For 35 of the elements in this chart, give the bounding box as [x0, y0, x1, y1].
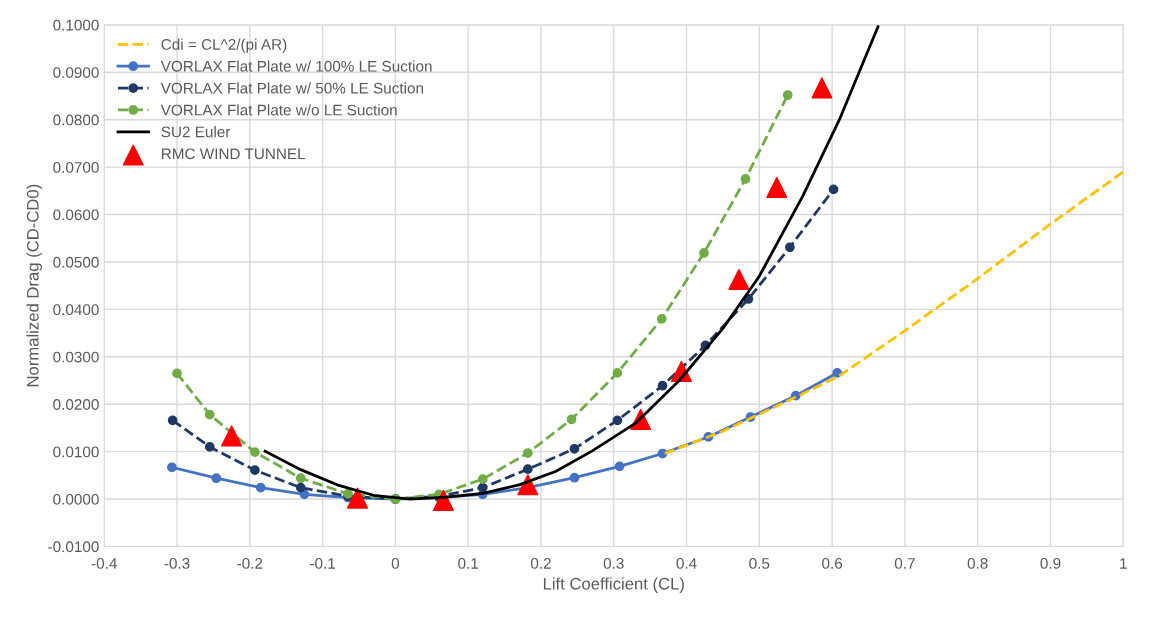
x-tick-label: 0.9 [1040, 557, 1061, 569]
x-tick-label: 0.6 [822, 557, 843, 569]
y-tick-label: 0.0800 [53, 114, 99, 126]
y-tick-label: 0.0500 [53, 256, 99, 268]
x-tick-label: 0 [391, 557, 400, 569]
legend-label: Cdi = CL^2/(pi AR) [161, 38, 287, 53]
x-tick-label: -0.2 [237, 557, 263, 569]
x-tick-label: 0.5 [749, 557, 770, 569]
x-tick-label: 0.7 [894, 557, 915, 569]
legend-label: VORLAX Flat Plate w/o LE Suction [160, 104, 397, 116]
legend-label: SU2 Euler [161, 126, 231, 138]
x-tick-label: 0.1 [458, 557, 479, 569]
y-tick-label: 0.0100 [53, 446, 99, 458]
y-tick-label: -0.0100 [48, 541, 99, 553]
legend-label: RMC WIND TUNNEL [162, 148, 306, 160]
x-tick-label: 0.8 [967, 557, 988, 569]
y-tick-label: 0.0300 [53, 351, 99, 363]
x-tick-label: 0.4 [676, 557, 697, 569]
x-tick-label: -0.1 [310, 557, 335, 569]
x-axis-title: Lift Coefficient (CL) [543, 577, 684, 593]
legend-label: VORLAX Flat Plate w/ 100% LE Suction [160, 60, 432, 72]
y-tick-label: 0.0700 [53, 161, 99, 173]
legend-label: VORLAX Flat Plate w/ 50% LE Suction [160, 82, 423, 94]
x-tick-label: -0.3 [164, 557, 190, 569]
y-tick-label: 0.0400 [53, 304, 99, 316]
x-tick-label: 1 [1120, 558, 1127, 569]
y-axis-title: Normalized Drag (CD-CD0) [26, 184, 42, 387]
y-tick-label: 0.1000 [53, 19, 99, 31]
y-tick-label: 0.0200 [53, 399, 99, 410]
x-tick-label: 0.3 [603, 557, 624, 569]
x-tick-label: -0.4 [91, 557, 117, 569]
y-tick-label: 0.0000 [53, 493, 99, 505]
y-tick-label: 0.0900 [53, 67, 99, 78]
x-tick-label: 0.2 [530, 557, 551, 569]
y-tick-label: 0.0600 [53, 209, 99, 221]
